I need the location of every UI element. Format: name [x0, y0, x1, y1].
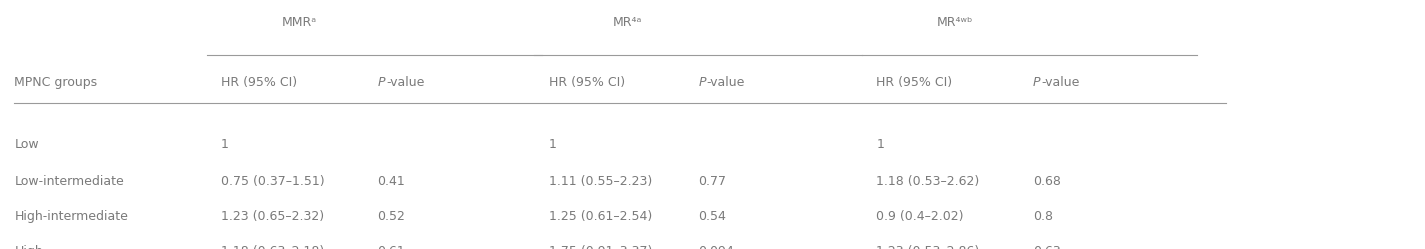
Text: MPNC groups: MPNC groups [14, 76, 97, 89]
Text: P: P [698, 76, 705, 89]
Text: HR (95% CI): HR (95% CI) [549, 76, 624, 89]
Text: 0.61: 0.61 [378, 245, 405, 249]
Text: 1.18 (0.53–2.62): 1.18 (0.53–2.62) [876, 175, 979, 188]
Text: High-intermediate: High-intermediate [14, 210, 128, 223]
Text: MMRᵃ: MMRᵃ [282, 16, 316, 29]
Text: P: P [1033, 76, 1040, 89]
Text: MR⁴ᵃ: MR⁴ᵃ [613, 16, 641, 29]
Text: 1.23 (0.65–2.32): 1.23 (0.65–2.32) [221, 210, 323, 223]
Text: 1.75 (0.91–3.37): 1.75 (0.91–3.37) [549, 245, 653, 249]
Text: MR⁴ʷᵇ: MR⁴ʷᵇ [936, 16, 973, 29]
Text: -value: -value [1042, 76, 1080, 89]
Text: 0.77: 0.77 [698, 175, 727, 188]
Text: P: P [378, 76, 385, 89]
Text: 0.68: 0.68 [1033, 175, 1062, 188]
Text: HR (95% CI): HR (95% CI) [876, 76, 952, 89]
Text: 1.25 (0.61–2.54): 1.25 (0.61–2.54) [549, 210, 651, 223]
Text: 1: 1 [221, 138, 229, 151]
Text: 0.094: 0.094 [698, 245, 734, 249]
Text: 0.41: 0.41 [378, 175, 405, 188]
Text: HR (95% CI): HR (95% CI) [221, 76, 296, 89]
Text: 0.52: 0.52 [378, 210, 406, 223]
Text: 0.54: 0.54 [698, 210, 727, 223]
Text: 1.18 (0.63–2.18): 1.18 (0.63–2.18) [221, 245, 323, 249]
Text: 1.23 (0.53–2.86): 1.23 (0.53–2.86) [876, 245, 979, 249]
Text: -value: -value [707, 76, 745, 89]
Text: 0.63: 0.63 [1033, 245, 1060, 249]
Text: 1.11 (0.55–2.23): 1.11 (0.55–2.23) [549, 175, 651, 188]
Text: 1: 1 [876, 138, 885, 151]
Text: 0.9 (0.4–2.02): 0.9 (0.4–2.02) [876, 210, 963, 223]
Text: 0.75 (0.37–1.51): 0.75 (0.37–1.51) [221, 175, 325, 188]
Text: 0.8: 0.8 [1033, 210, 1053, 223]
Text: 1: 1 [549, 138, 557, 151]
Text: High: High [14, 245, 43, 249]
Text: -value: -value [386, 76, 425, 89]
Text: Low-intermediate: Low-intermediate [14, 175, 124, 188]
Text: Low: Low [14, 138, 38, 151]
